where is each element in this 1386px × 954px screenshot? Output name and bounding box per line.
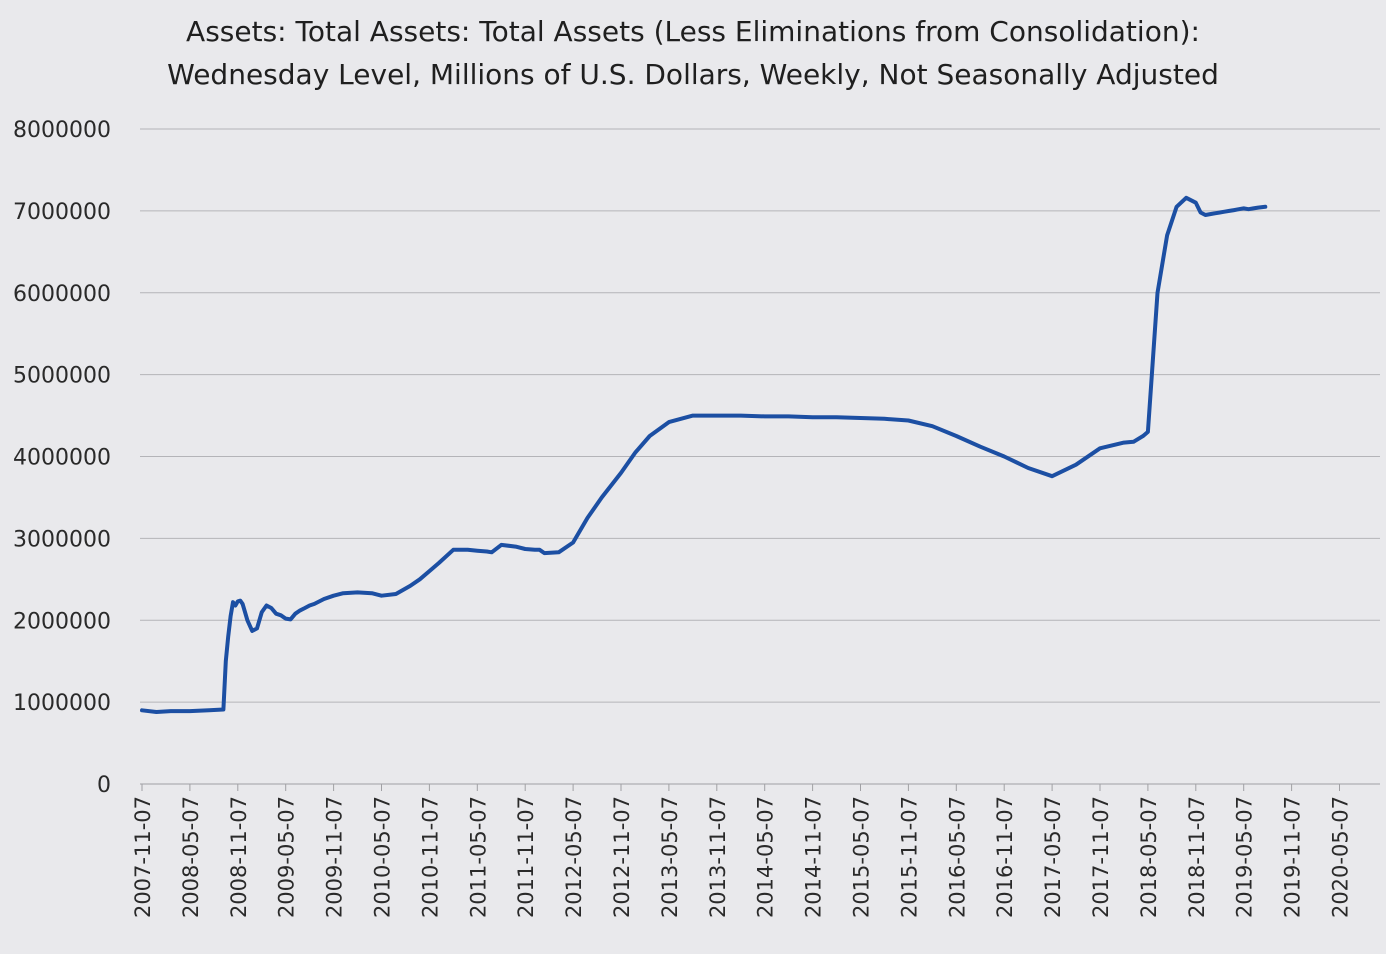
x-tick-label: 2009-05-07 — [275, 796, 299, 918]
x-tick-label: 2009-11-07 — [323, 796, 347, 918]
x-tick-label: 2016-05-07 — [945, 796, 969, 918]
y-axis-ticks: 0 1000000 2000000 3000000 4000000 5000000 6000… — [13, 118, 111, 798]
x-tick-label: 2018-11-07 — [1185, 796, 1209, 918]
y-tick-label: 8000000 — [13, 118, 111, 143]
x-axis-ticks: 2007-11-07 2008-05-07 2008-11-07 2009-05-07… — [131, 784, 1353, 918]
y-tick-label: 6000000 — [13, 282, 111, 307]
x-tick-label: 2014-11-07 — [802, 796, 826, 918]
x-tick-label: 2017-11-07 — [1089, 796, 1113, 918]
y-tick-label: 3000000 — [13, 527, 111, 552]
x-tick-label: 2018-05-07 — [1137, 796, 1161, 918]
y-tick-label: 1000000 — [13, 691, 111, 716]
y-tick-label: 2000000 — [13, 609, 111, 634]
x-tick-label: 2014-05-07 — [754, 796, 778, 918]
x-tick-label: 2011-11-07 — [514, 796, 538, 918]
x-tick-label: 2019-05-07 — [1233, 796, 1257, 918]
x-tick-label: 2011-05-07 — [466, 796, 490, 918]
gridlines — [140, 128, 1380, 785]
y-tick-label: 4000000 — [13, 446, 111, 471]
x-tick-label: 2008-05-07 — [179, 796, 203, 918]
chart-title: Assets: Total Assets: Total Assets (Less… — [0, 10, 1386, 96]
chart-title-line-1: Assets: Total Assets: Total Assets (Less… — [186, 15, 1200, 48]
series-layer — [140, 195, 1268, 714]
y-tick-label: 5000000 — [13, 364, 111, 389]
y-tick-label: 7000000 — [13, 200, 111, 225]
series-line — [140, 195, 1268, 714]
x-tick-label: 2016-11-07 — [993, 796, 1017, 918]
x-tick-label: 2010-11-07 — [418, 796, 442, 918]
x-tick-label: 2017-05-07 — [1041, 796, 1065, 918]
x-tick-label: 2013-05-07 — [658, 796, 682, 918]
x-tick-label: 2015-11-07 — [897, 796, 921, 918]
x-tick-label: 2010-05-07 — [371, 796, 395, 918]
x-tick-label: 2015-05-07 — [850, 796, 874, 918]
x-tick-label: 2007-11-07 — [131, 796, 155, 918]
x-tick-label: 2012-11-07 — [610, 796, 634, 918]
x-tick-label: 2008-11-07 — [227, 796, 251, 918]
x-tick-label: 2013-11-07 — [706, 796, 730, 918]
x-tick-label: 2012-05-07 — [562, 796, 586, 918]
y-tick-label: 0 — [97, 773, 111, 798]
x-tick-label: 2020-05-07 — [1329, 796, 1353, 918]
chart-title-line-2: Wednesday Level, Millions of U.S. Dollar… — [167, 58, 1219, 91]
x-tick-label: 2019-11-07 — [1281, 796, 1305, 918]
